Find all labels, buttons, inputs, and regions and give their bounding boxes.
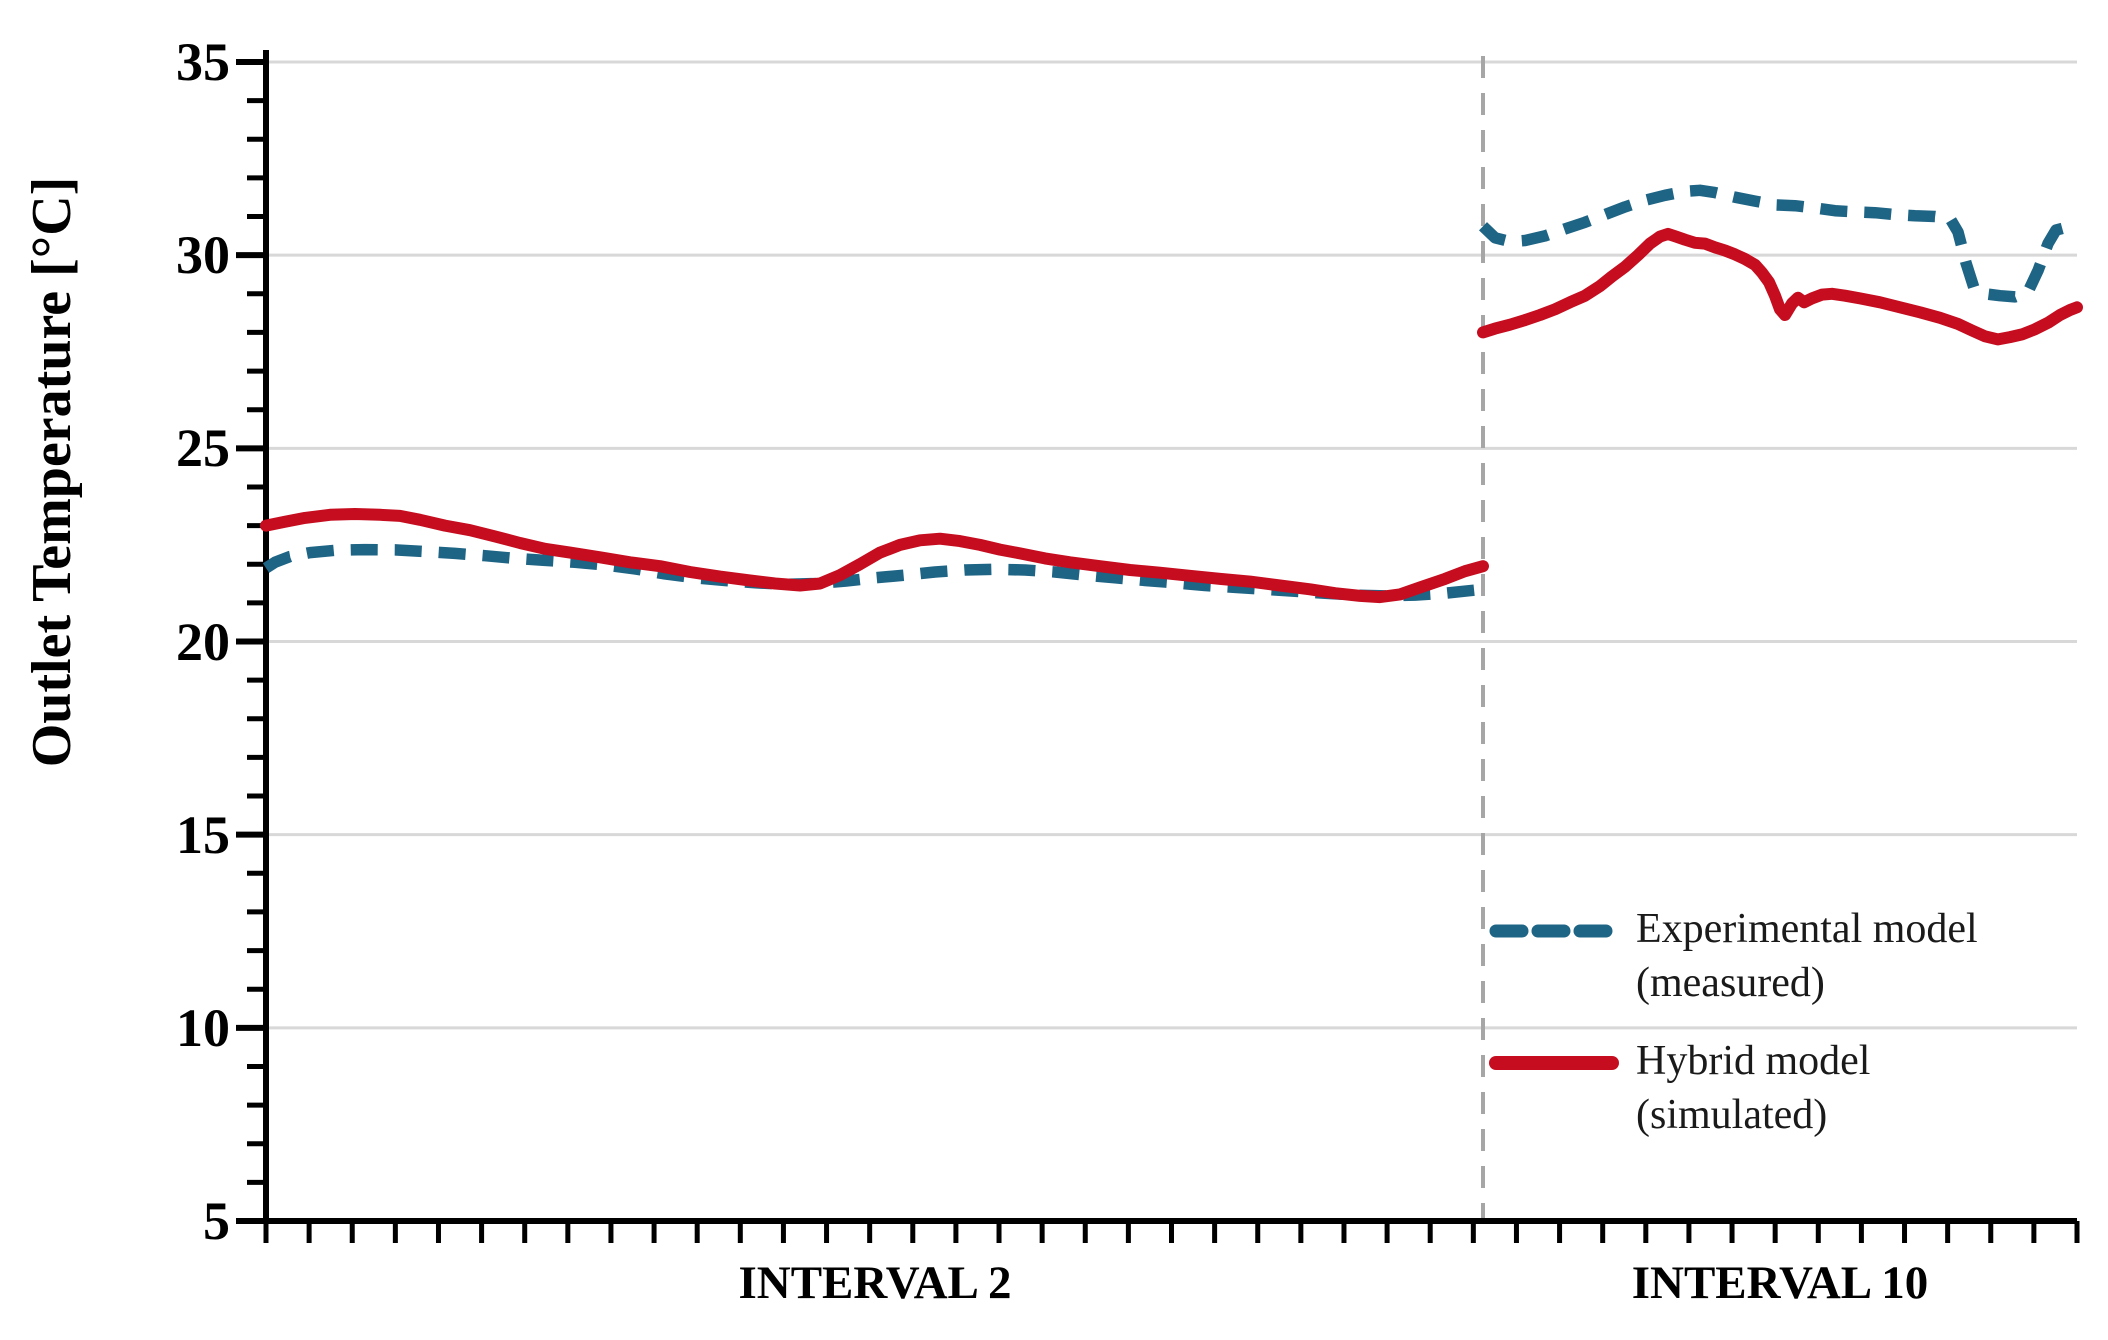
y-tick-label-5: 5 — [203, 1191, 230, 1251]
x-axis-interval-10-label: INTERVAL 10 — [1631, 1257, 1929, 1309]
y-tick-label-15: 15 — [176, 804, 230, 865]
hybrid-solid-line-sample — [1489, 1056, 1619, 1070]
y-tick-label-20: 20 — [176, 611, 230, 672]
y-tick-label-10: 10 — [176, 997, 230, 1058]
series-hybrid-line-interval10 — [1477, 227, 2083, 346]
legend: Experimental model (measured) Hybrid mod… — [1488, 902, 1978, 1142]
legend-entry-experimental: Experimental model (measured) — [1488, 902, 1978, 1010]
legend-label-experimental: Experimental model — [1636, 906, 1978, 952]
y-tick-label-30: 30 — [176, 225, 230, 286]
series-experimental-line-interval2 — [262, 543, 1484, 602]
x-axis-interval-2-label: INTERVAL 2 — [738, 1257, 1012, 1309]
y-tick-label-25: 25 — [176, 418, 230, 479]
legend-sublabel-hybrid: (simulated) — [1636, 1092, 1828, 1138]
legend-entry-hybrid: Hybrid model (simulated) — [1488, 1034, 1978, 1142]
y-tick-label-35: 35 — [176, 32, 230, 92]
experimental-dashed-line-sample — [1489, 924, 1619, 938]
series-experimental-line-interval10 — [1479, 184, 2079, 303]
legend-sublabel-experimental: (measured) — [1636, 960, 1825, 1006]
legend-label-hybrid: Hybrid model — [1636, 1038, 1871, 1084]
series-hybrid-line-interval2 — [260, 508, 1489, 604]
